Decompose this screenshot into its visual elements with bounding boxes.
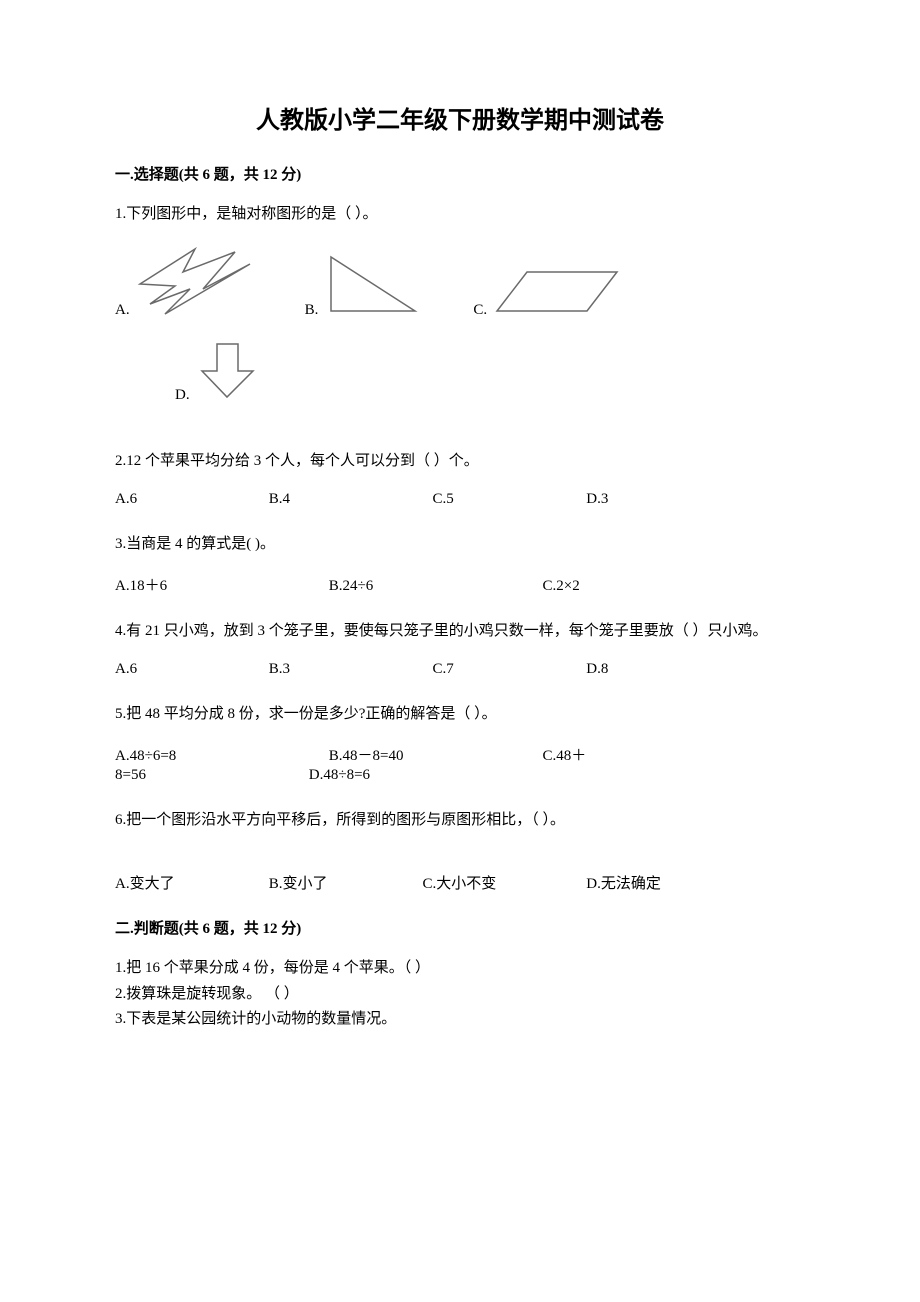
q4-options: A.6 B.3 C.7 D.8 <box>115 661 805 678</box>
q1-optA-label: A. <box>115 302 130 319</box>
q1-optC-label: C. <box>473 302 487 319</box>
q1-optB-label: B. <box>305 302 319 319</box>
q2-text: 2.12 个苹果平均分给 3 个人，每个人可以分到（ ）个。 <box>115 449 805 473</box>
q5-text: 5.把 48 平均分成 8 份，求一份是多少?正确的解答是（ ）。 <box>115 702 805 726</box>
section2-header: 二.判断题(共 6 题，共 12 分) <box>115 917 805 938</box>
q1-shapes-row1: A. B. C. <box>115 244 805 329</box>
q4-text: 4.有 21 只小鸡，放到 3 个笼子里，要使每只笼子里的小鸡只数一样，每个笼子… <box>115 619 805 643</box>
s2-q1: 1.把 16 个苹果分成 4 份，每份是 4 个苹果。（ ） <box>115 956 805 982</box>
q1-optD-label: D. <box>175 387 190 404</box>
q1-option-c: C. <box>473 264 622 319</box>
q3-optA: A.18＋6 <box>115 574 325 595</box>
q2-options: A.6 B.4 C.5 D.3 <box>115 491 805 508</box>
q5-optA: A.48÷6=8 <box>115 748 325 765</box>
lightning-icon <box>135 244 255 319</box>
q5-optC-part1: C.48＋ <box>543 744 587 765</box>
q5-optD: D.48÷8=6 <box>309 767 370 784</box>
q3-optB: B.24÷6 <box>329 578 539 595</box>
page-title: 人教版小学二年级下册数学期中测试卷 <box>115 100 805 135</box>
q4-optC: C.7 <box>433 661 583 678</box>
q6-optA: A.变大了 <box>115 872 265 893</box>
s2-q2: 2.拨算珠是旋转现象。 （ ） <box>115 982 805 1008</box>
q3-optC: C.2×2 <box>543 578 580 595</box>
triangle-icon <box>323 249 423 319</box>
q1-option-a: A. <box>115 244 255 319</box>
q5-optC-part2: 8=56 <box>115 767 305 784</box>
s2-q3: 3.下表是某公园统计的小动物的数量情况。 <box>115 1007 805 1033</box>
q3-options: A.18＋6 B.24÷6 C.2×2 <box>115 574 805 595</box>
q5-options-line2: 8=56 D.48÷8=6 <box>115 767 805 784</box>
q6-optB: B.变小了 <box>269 872 419 893</box>
q1-option-b: B. <box>305 249 424 319</box>
parallelogram-icon <box>492 264 622 319</box>
q2-optC: C.5 <box>433 491 583 508</box>
q4-optD: D.8 <box>586 661 608 678</box>
q6-text: 6.把一个图形沿水平方向平移后，所得到的图形与原图形相比，（ ）。 <box>115 808 805 832</box>
q5-options-line1: A.48÷6=8 B.48－8=40 C.48＋ <box>115 744 805 765</box>
q2-optD: D.3 <box>586 491 608 508</box>
q1-option-d: D. <box>175 339 805 404</box>
q6-options: A.变大了 B.变小了 C.大小不变 D.无法确定 <box>115 872 805 893</box>
q1-text: 1.下列图形中，是轴对称图形的是（ ）。 <box>115 202 805 226</box>
q3-text: 3.当商是 4 的算式是( )。 <box>115 532 805 556</box>
q6-optC: C.大小不变 <box>423 872 583 893</box>
q6-optD: D.无法确定 <box>586 872 661 893</box>
q5-optB: B.48－8=40 <box>329 744 539 765</box>
q4-optA: A.6 <box>115 661 265 678</box>
section1-header: 一.选择题(共 6 题，共 12 分) <box>115 163 805 184</box>
q2-optA: A.6 <box>115 491 265 508</box>
q2-optB: B.4 <box>269 491 429 508</box>
q4-optB: B.3 <box>269 661 429 678</box>
arrow-down-icon <box>195 339 260 404</box>
